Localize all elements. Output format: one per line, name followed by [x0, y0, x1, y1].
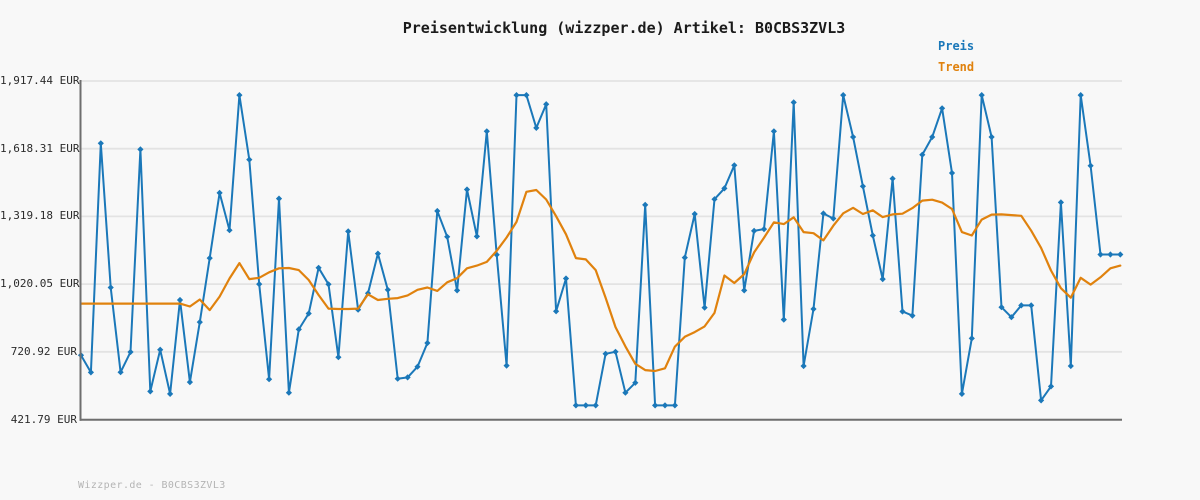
- y-axis-label: 1,917.44 EUR: [0, 74, 80, 87]
- y-axis-label: 421.79 EUR: [10, 412, 77, 426]
- series-trend-line: [79, 188, 1122, 373]
- y-axis-label: 1,319.18 EUR: [0, 209, 80, 223]
- y-axis-label: 1,020.05 EUR: [0, 277, 80, 291]
- legend-item-trend: Trend: [938, 60, 974, 74]
- legend-label-trend: Trend: [938, 60, 975, 74]
- watermark: Wizzper.de - B0CBS3ZVL3: [78, 480, 226, 491]
- legend-label-preis: Preis: [938, 39, 975, 53]
- y-axis-label: 1,618.31 EUR: [0, 141, 80, 155]
- legend-item-preis: Preis: [938, 39, 974, 53]
- series-preis-markers: [77, 92, 1124, 409]
- series-preis-line: [77, 92, 1124, 409]
- y-axis-label: 720.92 EUR: [10, 344, 77, 358]
- chart-title: Preisentwicklung (wizzper.de) Artikel: B…: [402, 19, 846, 37]
- legend: Preis Trend: [938, 39, 974, 81]
- axis-spines: [79, 80, 1122, 421]
